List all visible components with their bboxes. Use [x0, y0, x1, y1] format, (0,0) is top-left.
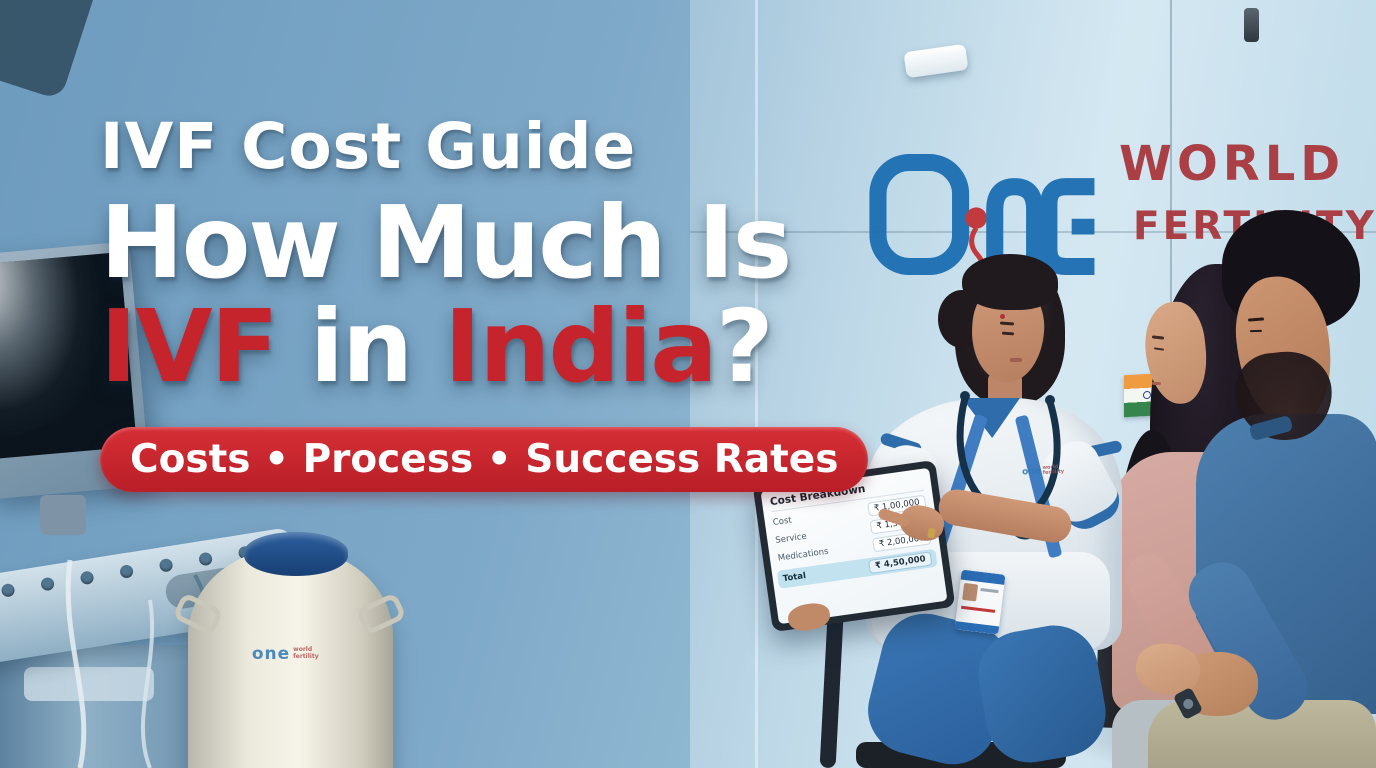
ceiling-device: [1244, 8, 1259, 42]
badge-text-line: [980, 587, 999, 594]
logo-sperm-icon: [965, 207, 987, 229]
cart-shelf: [24, 667, 154, 701]
doctor-hair-front: [962, 254, 1058, 310]
headline-eyebrow: IVF Cost Guide: [100, 110, 637, 183]
tank-handle-right: [355, 592, 407, 636]
one-world-fertility-logo: WORLD FERTILITY: [868, 122, 1376, 307]
badge-red-line: [961, 605, 996, 613]
one-logo-mark: [869, 153, 1095, 281]
uniform-logo-one: one: [1021, 466, 1042, 478]
tank-brand-logo: one world fertility: [188, 644, 393, 664]
cryo-tank: one world fertility: [172, 532, 407, 768]
tank-logo-one: one: [251, 644, 291, 664]
row-label: Medications: [777, 546, 830, 564]
row-label: Total: [782, 571, 807, 585]
headline-in: in: [309, 288, 413, 405]
monitor-stand: [40, 495, 86, 535]
headline-block: IVF Cost Guide How Much Is IVF in India?…: [100, 110, 869, 492]
woman-lips: [1152, 382, 1161, 385]
dark-corner-shape: [0, 0, 99, 101]
doctor-id-badge: [954, 569, 1006, 635]
headline-line2: IVF in India?: [100, 295, 868, 399]
logo-word-world: WORLD: [1119, 136, 1346, 192]
doctor-bindi: [1000, 314, 1005, 319]
glass-seam-vertical-left: [755, 0, 758, 768]
topics-badge: Costs • Process • Success Rates: [100, 427, 869, 492]
row-label: Service: [774, 531, 808, 546]
row-label: Cost: [772, 515, 793, 528]
man-eye: [1249, 329, 1263, 333]
row-value: ₹ 4,50,000: [868, 551, 933, 575]
doctor-lips: [1010, 358, 1022, 362]
headline-ivf: IVF: [100, 288, 279, 405]
tank-logo-sub: world fertility: [293, 646, 319, 660]
ultrasound-cart-body: [0, 645, 215, 768]
cryo-tank-lid: [244, 532, 348, 576]
headline-question-mark: ?: [715, 288, 774, 405]
badge-photo: [962, 582, 979, 602]
headline-india: India: [444, 288, 718, 405]
headline-line1: How Much Is: [100, 184, 792, 301]
uniform-logo-sub: world fertility: [1042, 463, 1065, 477]
watch-face: [1181, 697, 1195, 711]
